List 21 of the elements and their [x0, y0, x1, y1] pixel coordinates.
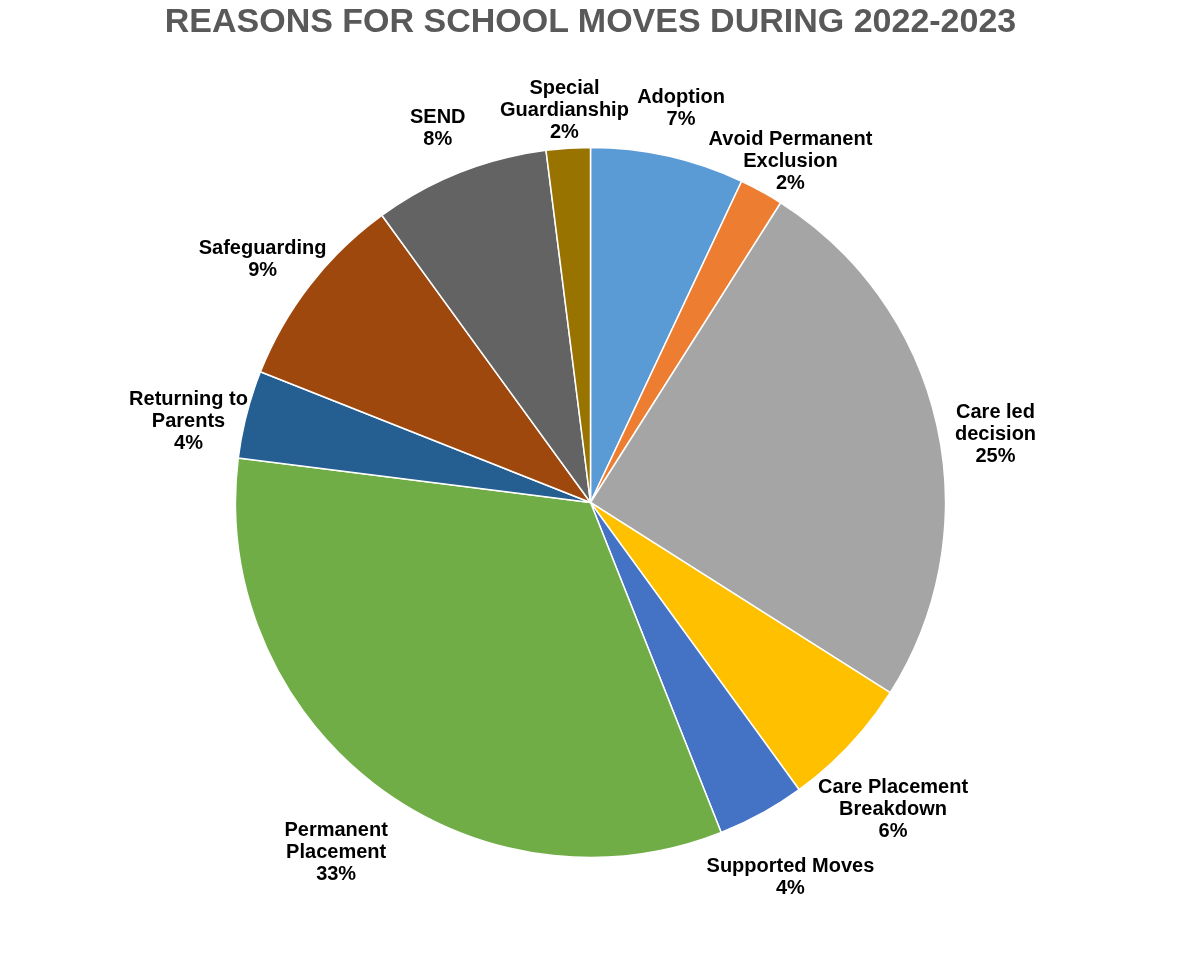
slice-label: SEND [409, 104, 466, 127]
slice-label: Care led decision [954, 399, 1037, 444]
slice-label: Special Guardianship [499, 76, 629, 121]
slice-label: Supported Moves [706, 854, 875, 877]
data-label: 4% [775, 876, 806, 899]
data-label: 7% [666, 107, 696, 130]
data-label: 4% [174, 431, 204, 454]
data-label: 33% [316, 862, 357, 885]
data-label: 6% [878, 818, 908, 841]
data-label: 25% [975, 443, 1016, 466]
slice-label: Avoid Permanent Exclusion [708, 126, 873, 171]
data-label: 2% [549, 120, 580, 143]
slice-label: Permanent Placement [284, 818, 389, 863]
data-label: 2% [775, 170, 806, 193]
slice-label: Care Placement Breakdown [817, 774, 969, 819]
slice-label: Returning to Parents [129, 387, 248, 432]
slice-label: Adoption [637, 85, 725, 108]
slice-label: Safeguarding [198, 236, 327, 259]
chart-title: REASONS FOR SCHOOL MOVES DURING 2022-2023 [164, 1, 1017, 39]
data-label: 8% [423, 126, 453, 149]
data-label: 9% [248, 258, 278, 281]
